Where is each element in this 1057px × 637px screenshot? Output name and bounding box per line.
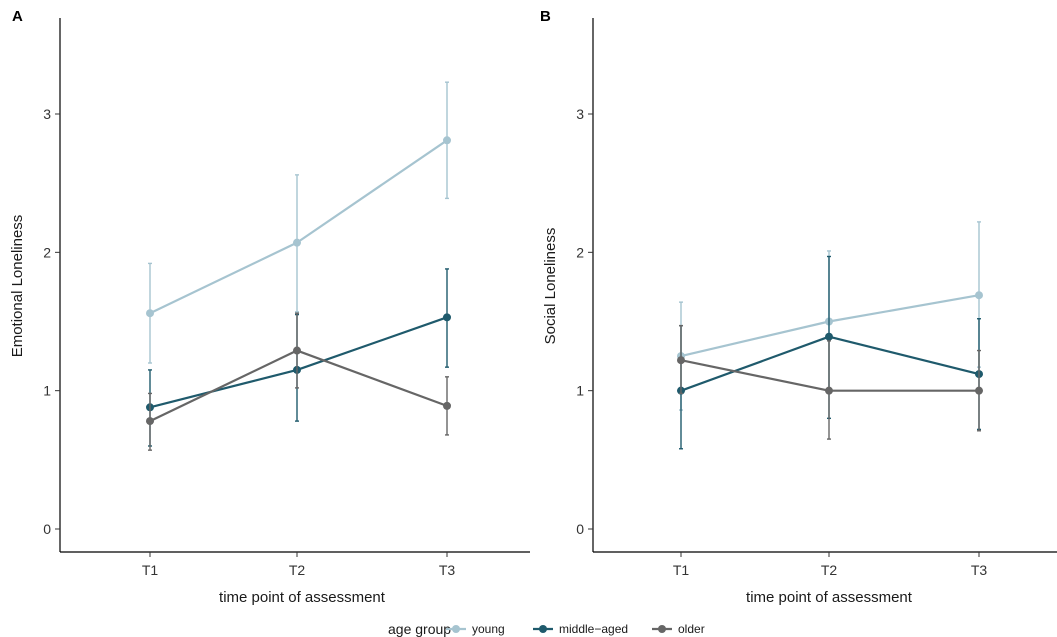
legend-key-point (539, 625, 547, 633)
legend-label: middle−aged (559, 622, 628, 636)
panel-b-point-older (825, 386, 833, 395)
panel-a-point-older (443, 401, 451, 410)
legend-key-point (658, 625, 666, 633)
panel-b-y-tick-label: 3 (576, 106, 584, 122)
legend-title: age group (388, 621, 451, 637)
panel-a-y-tick-label: 3 (43, 106, 51, 122)
panel-b-plot-area: 0 1 2 3 T1 T2 T3 (576, 18, 1057, 578)
panel-b-x-tick-label: T3 (971, 562, 988, 578)
panel-a-x-tick-label: T2 (289, 562, 306, 578)
panel-a-y-axis-title: Emotional Loneliness (9, 215, 26, 358)
panel-b-x-tick-label: T1 (673, 562, 690, 578)
legend: age group young middle−aged older (388, 621, 705, 637)
panel-a-series-line-middle-aged (149, 316, 448, 409)
panel-b-series-line-young (680, 294, 980, 358)
panel-a-y-tick-label: 2 (43, 244, 51, 260)
legend-key-point (452, 625, 460, 633)
panel-b-y-tick-label: 1 (576, 383, 584, 399)
panel-a-point-older (146, 417, 154, 426)
panel-b: B time point of assessment Social Loneli… (540, 8, 1057, 606)
panel-b-point-older (975, 386, 983, 395)
legend-label: older (678, 622, 705, 636)
panel-b-tag: B (540, 8, 551, 25)
panel-b-x-tick-label: T2 (821, 562, 838, 578)
legend-label: young (472, 622, 505, 636)
panel-a-point-young (443, 136, 451, 145)
panel-b-point-middle-aged (825, 332, 833, 341)
panel-a-y-tick-label: 0 (43, 521, 51, 537)
panel-a-point-young (146, 309, 154, 318)
legend-item-middle-aged: middle−aged (533, 622, 628, 636)
panel-a-x-tick-label: T3 (439, 562, 456, 578)
legend-items: young middle−aged older (446, 622, 705, 636)
panel-a-point-older (293, 346, 301, 355)
panel-b-y-tick-label: 2 (576, 244, 584, 260)
panel-a-x-tick-label: T1 (142, 562, 159, 578)
panel-a-plot-area: 0 1 2 3 T1 T2 T3 (43, 18, 530, 578)
legend-item-young: young (446, 622, 505, 636)
panel-b-point-young (975, 291, 983, 300)
panel-a-y-tick-label: 1 (43, 383, 51, 399)
panel-b-y-tick-label: 0 (576, 521, 584, 537)
panel-a-x-axis-title: time point of assessment (219, 589, 386, 606)
legend-item-older: older (652, 622, 705, 636)
panel-a-series-line-young (149, 139, 448, 315)
panel-b-x-axis-title: time point of assessment (746, 589, 913, 606)
panel-b-y-axis-title: Social Loneliness (542, 228, 559, 345)
panel-a-point-middle-aged (443, 313, 451, 322)
panel-b-point-older (677, 356, 685, 365)
panel-a-series-line-older (149, 349, 448, 423)
panel-a-tag: A (12, 8, 23, 25)
panel-a-point-young (293, 238, 301, 247)
panel-a: A time point of assessment Emotional Lon… (9, 8, 530, 606)
